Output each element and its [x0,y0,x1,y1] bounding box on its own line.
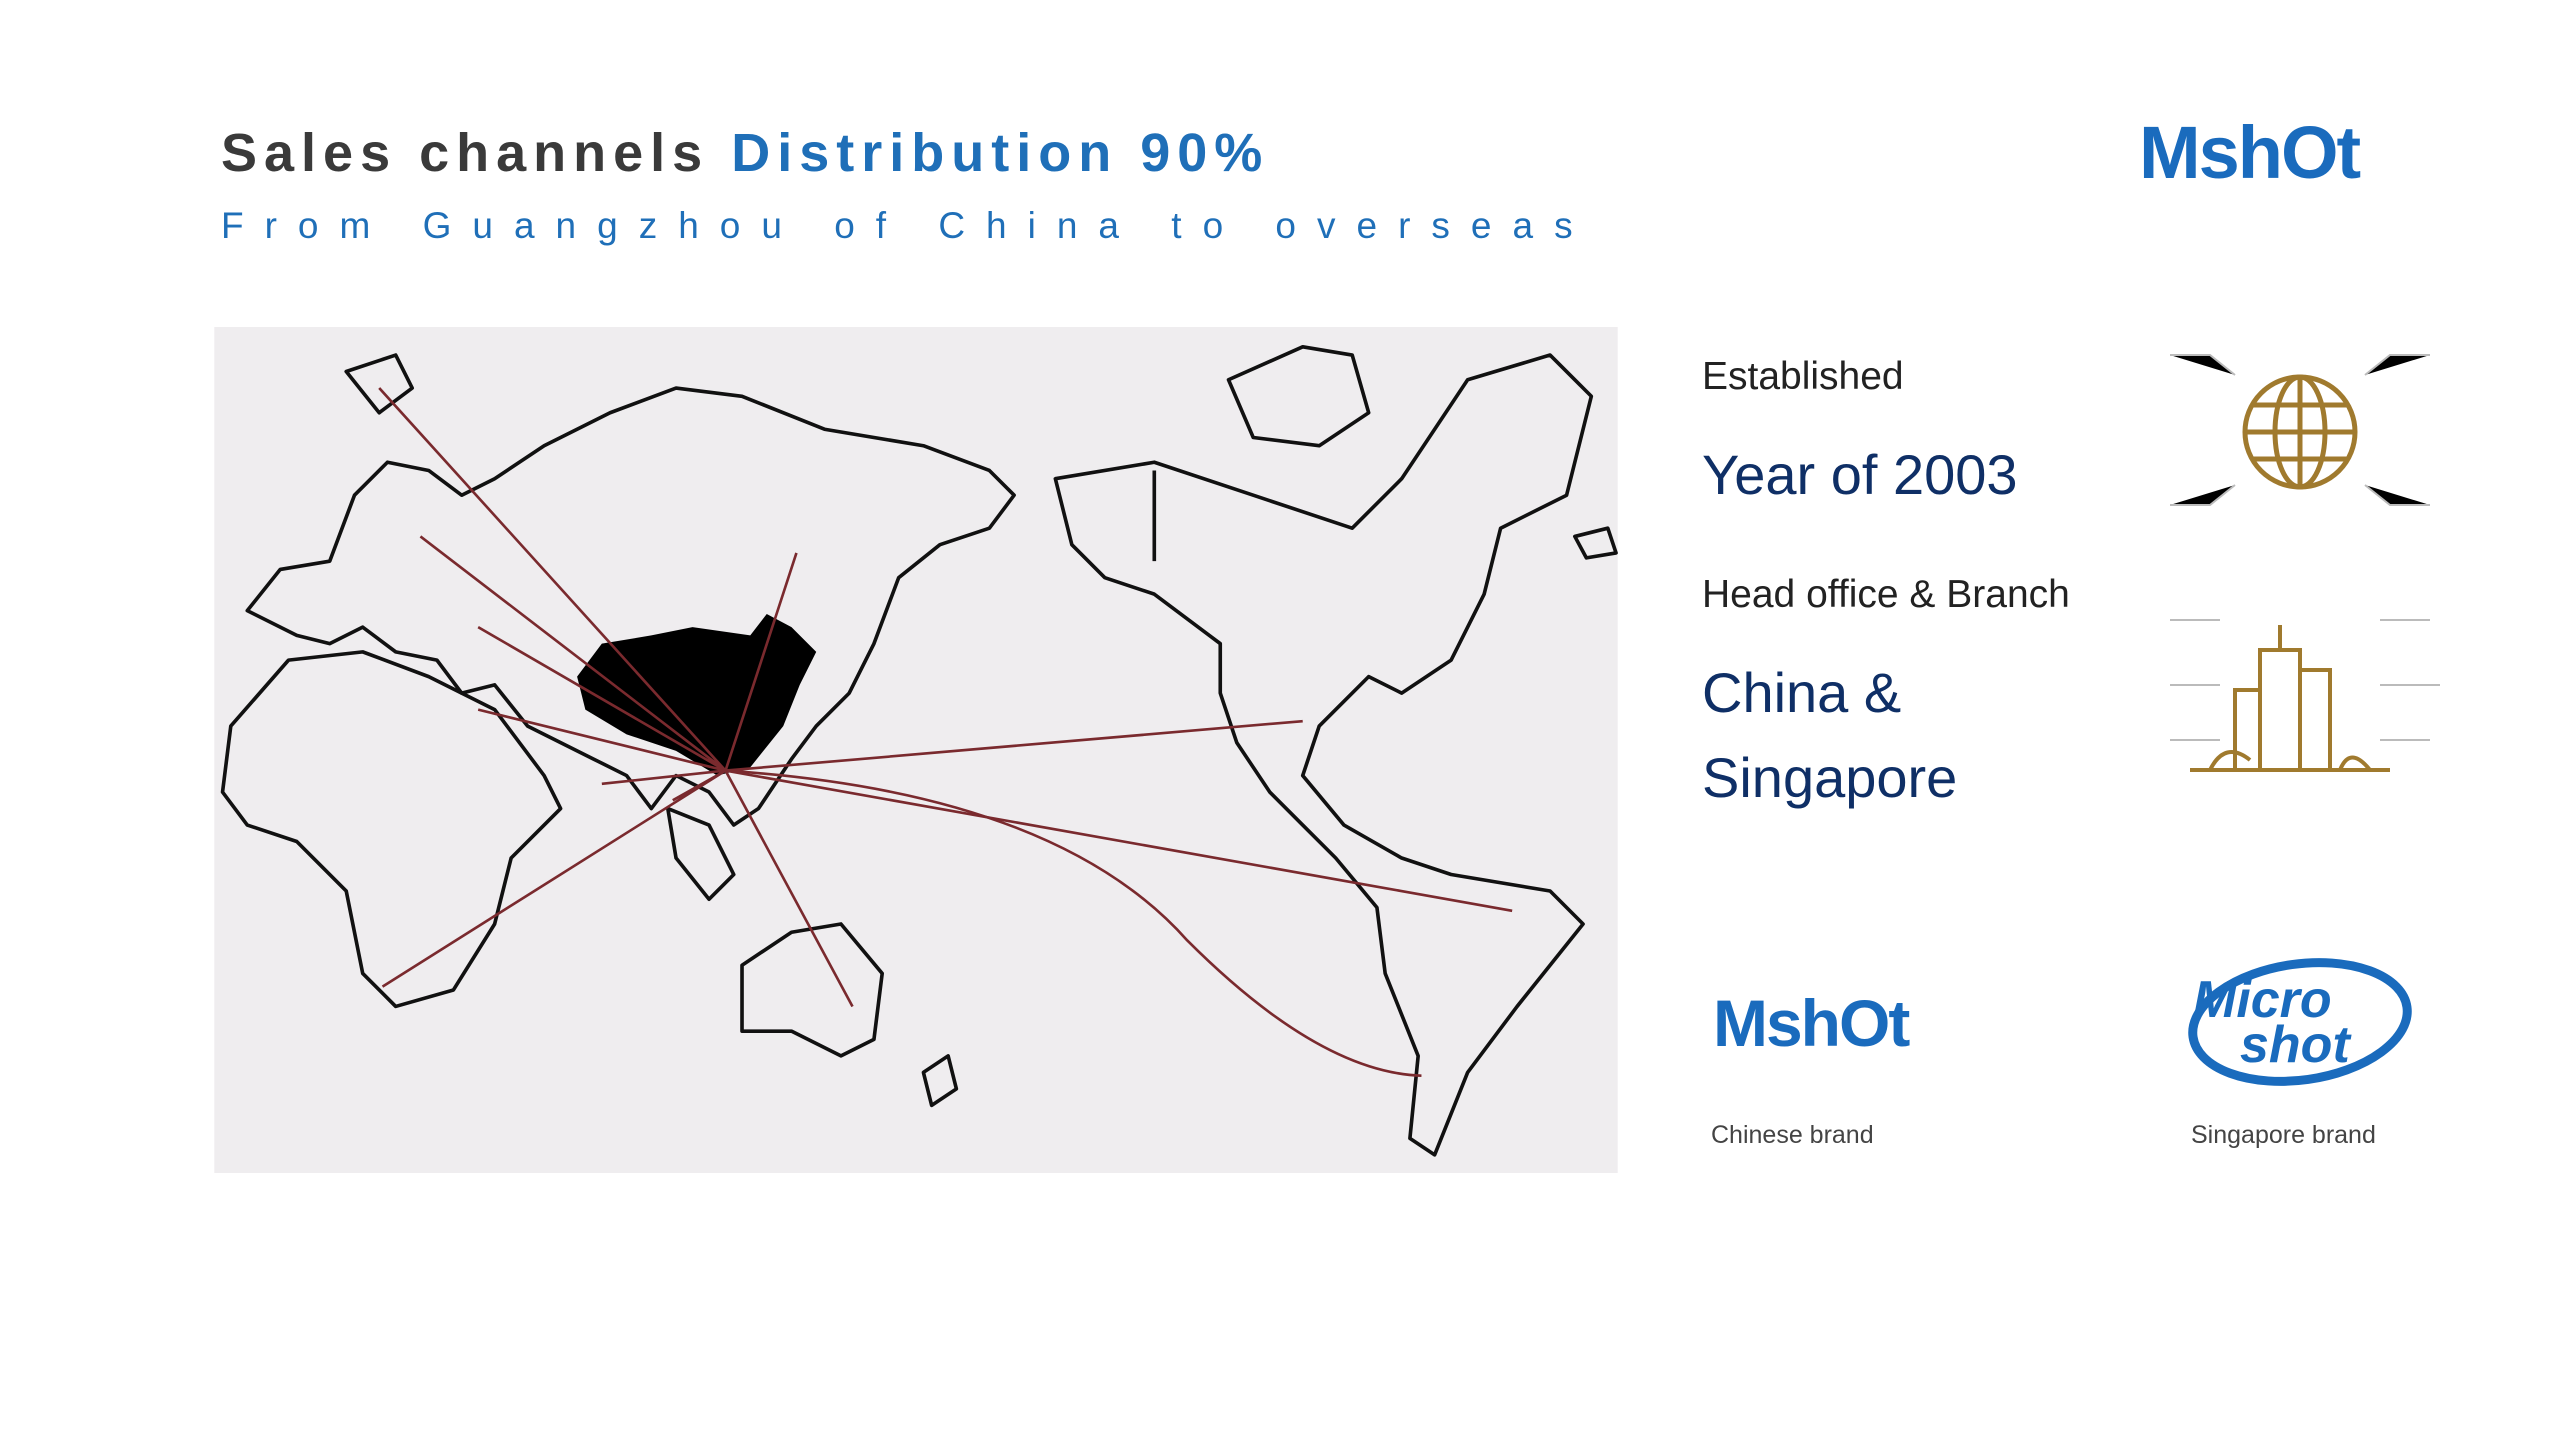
logo-text: Micro [2193,971,2332,1029]
info-label: Established [1702,355,1904,398]
info-value: Year of 2003 [1702,443,2018,506]
title-highlight: Distribution 90% [731,123,1270,183]
globe-icon [2170,354,2430,506]
logo: MshOt [2139,111,2361,194]
brand-caption: Chinese brand [1711,1121,1874,1149]
brand-logo: MshOt [1713,986,1910,1060]
logo-text: shot [2240,1016,2352,1074]
info-value: Singapore [1702,746,1958,809]
title-part: Sales channels [221,123,710,183]
subtitle: From Guangzhou of China to overseas [221,205,1594,246]
world-map [214,327,1618,1173]
building-icon [2170,619,2440,772]
microshot-logo: Micro shot [2188,958,2412,1086]
info-label: Head office & Branch [1702,573,2070,616]
title: Sales channels Distribution 90% [221,122,1269,184]
info-value: China & [1702,661,1902,724]
brand-caption: Singapore brand [2191,1121,2376,1149]
